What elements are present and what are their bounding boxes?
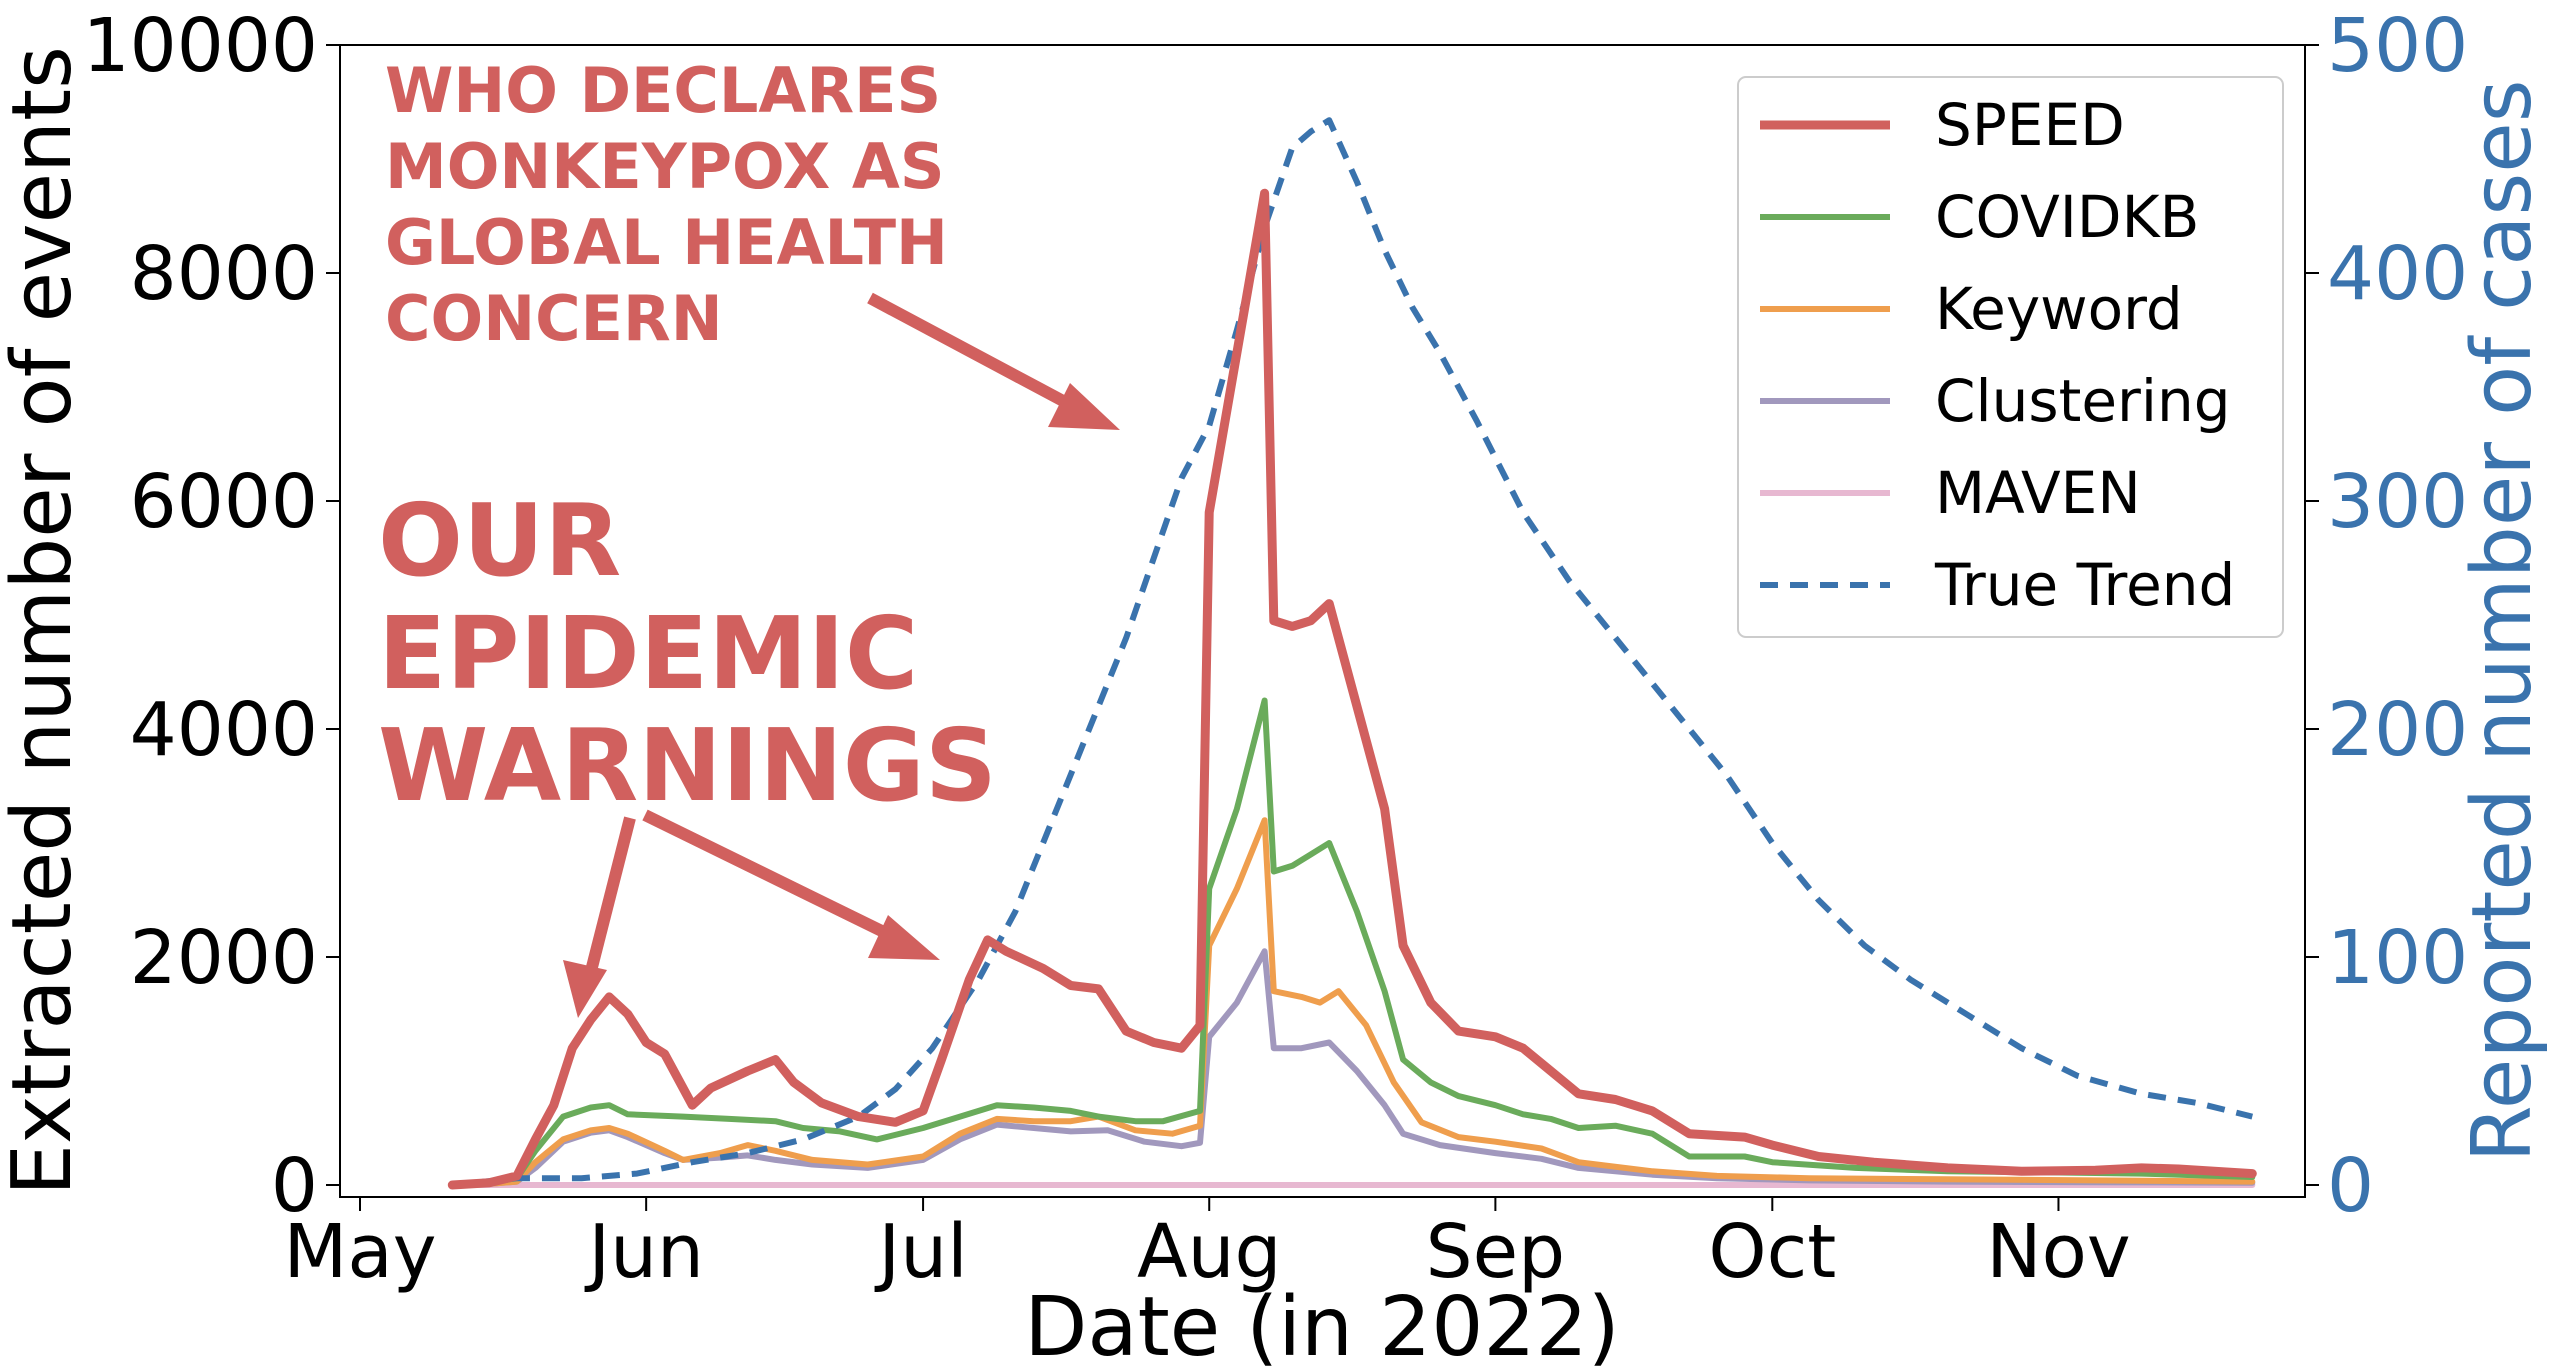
series-line-covidkb	[449, 697, 2256, 1188]
left-y-tick-label: 2000	[130, 915, 318, 1001]
annotation-warnings-arrow-2	[642, 809, 903, 946]
legend-items: SPEED COVIDKB Keyword Clustering MAVEN True T…	[1760, 91, 2235, 619]
plot-frame	[339, 44, 2306, 1198]
annotation-warnings-line: OUR	[378, 482, 621, 599]
left-y-tick-label: 6000	[130, 459, 318, 545]
right-y-axis-title: Reported number of cases	[2455, 80, 2550, 1163]
x-tick-label: Aug	[1137, 1209, 1282, 1295]
x-tick-label: Oct	[1708, 1209, 1836, 1295]
annotation-who-line: MONKEYPOX AS	[385, 130, 945, 203]
x-tick-label: Nov	[1986, 1209, 2130, 1295]
annotation-warnings-arrow-1	[584, 816, 636, 977]
series-line-keyword	[449, 817, 2256, 1188]
legend-label-maven: MAVEN	[1935, 459, 2141, 527]
legend-label-covidkb: COVIDKB	[1935, 183, 2199, 251]
annotation-warnings-arrowhead-2	[868, 915, 940, 960]
left-y-axis: 0 2000 4000 6000 8000 10000	[83, 3, 340, 1229]
legend-label-true-trend: True Trend	[1934, 551, 2235, 619]
annotation-warnings-arrowhead-1	[563, 960, 607, 1018]
annotation-who-arrowhead	[1048, 383, 1120, 430]
legend: SPEED COVIDKB Keyword Clustering MAVEN True T…	[1737, 76, 2284, 638]
right-y-tick-label: 300	[2327, 459, 2468, 545]
left-y-tick-label: 0	[271, 1143, 318, 1229]
annotation-who: WHO DECLARES MONKEYPOX AS GLOBAL HEALTH …	[385, 54, 1120, 430]
series-line-true-trend	[451, 117, 2254, 1188]
series-line-speed	[447, 188, 2257, 1190]
annotation-warnings: OUR EPIDEMIC WARNINGS	[378, 482, 997, 1018]
annotation-who-line: WHO DECLARES	[385, 54, 941, 127]
x-axis: May Jun Jul Aug Sep Oct Nov	[284, 1197, 2131, 1295]
x-tick-label: Jun	[584, 1209, 704, 1295]
series-layer	[447, 117, 2257, 1190]
x-tick-label: May	[284, 1209, 437, 1295]
legend-label-speed: SPEED	[1935, 91, 2125, 159]
x-tick-label: Sep	[1426, 1209, 1565, 1295]
left-y-tick-label: 10000	[83, 3, 318, 89]
legend-label-clustering: Clustering	[1935, 367, 2231, 435]
right-y-tick-label: 500	[2327, 3, 2468, 89]
annotation-warnings-line: WARNINGS	[378, 707, 997, 824]
right-y-tick-label: 400	[2327, 231, 2468, 317]
right-y-axis: 0 100 200 300 400 500	[2305, 3, 2468, 1229]
annotation-who-line: GLOBAL HEALTH	[385, 206, 948, 279]
left-y-tick-label: 8000	[130, 231, 318, 317]
x-tick-label: Jul	[874, 1209, 967, 1295]
right-y-tick-label: 100	[2327, 915, 2468, 1001]
series-line-clustering	[449, 948, 2256, 1188]
annotation-who-line: CONCERN	[385, 282, 723, 355]
left-y-tick-label: 4000	[130, 687, 318, 773]
right-y-tick-label: 200	[2327, 687, 2468, 773]
left-y-axis-title: Extracted number of events	[0, 46, 90, 1196]
legend-label-keyword: Keyword	[1935, 275, 2183, 343]
annotation-warnings-line: EPIDEMIC	[378, 595, 918, 712]
x-axis-title: Date (in 2022)	[1024, 1280, 1620, 1368]
right-y-tick-label: 0	[2327, 1143, 2374, 1229]
annotation-who-arrow	[867, 292, 1083, 416]
